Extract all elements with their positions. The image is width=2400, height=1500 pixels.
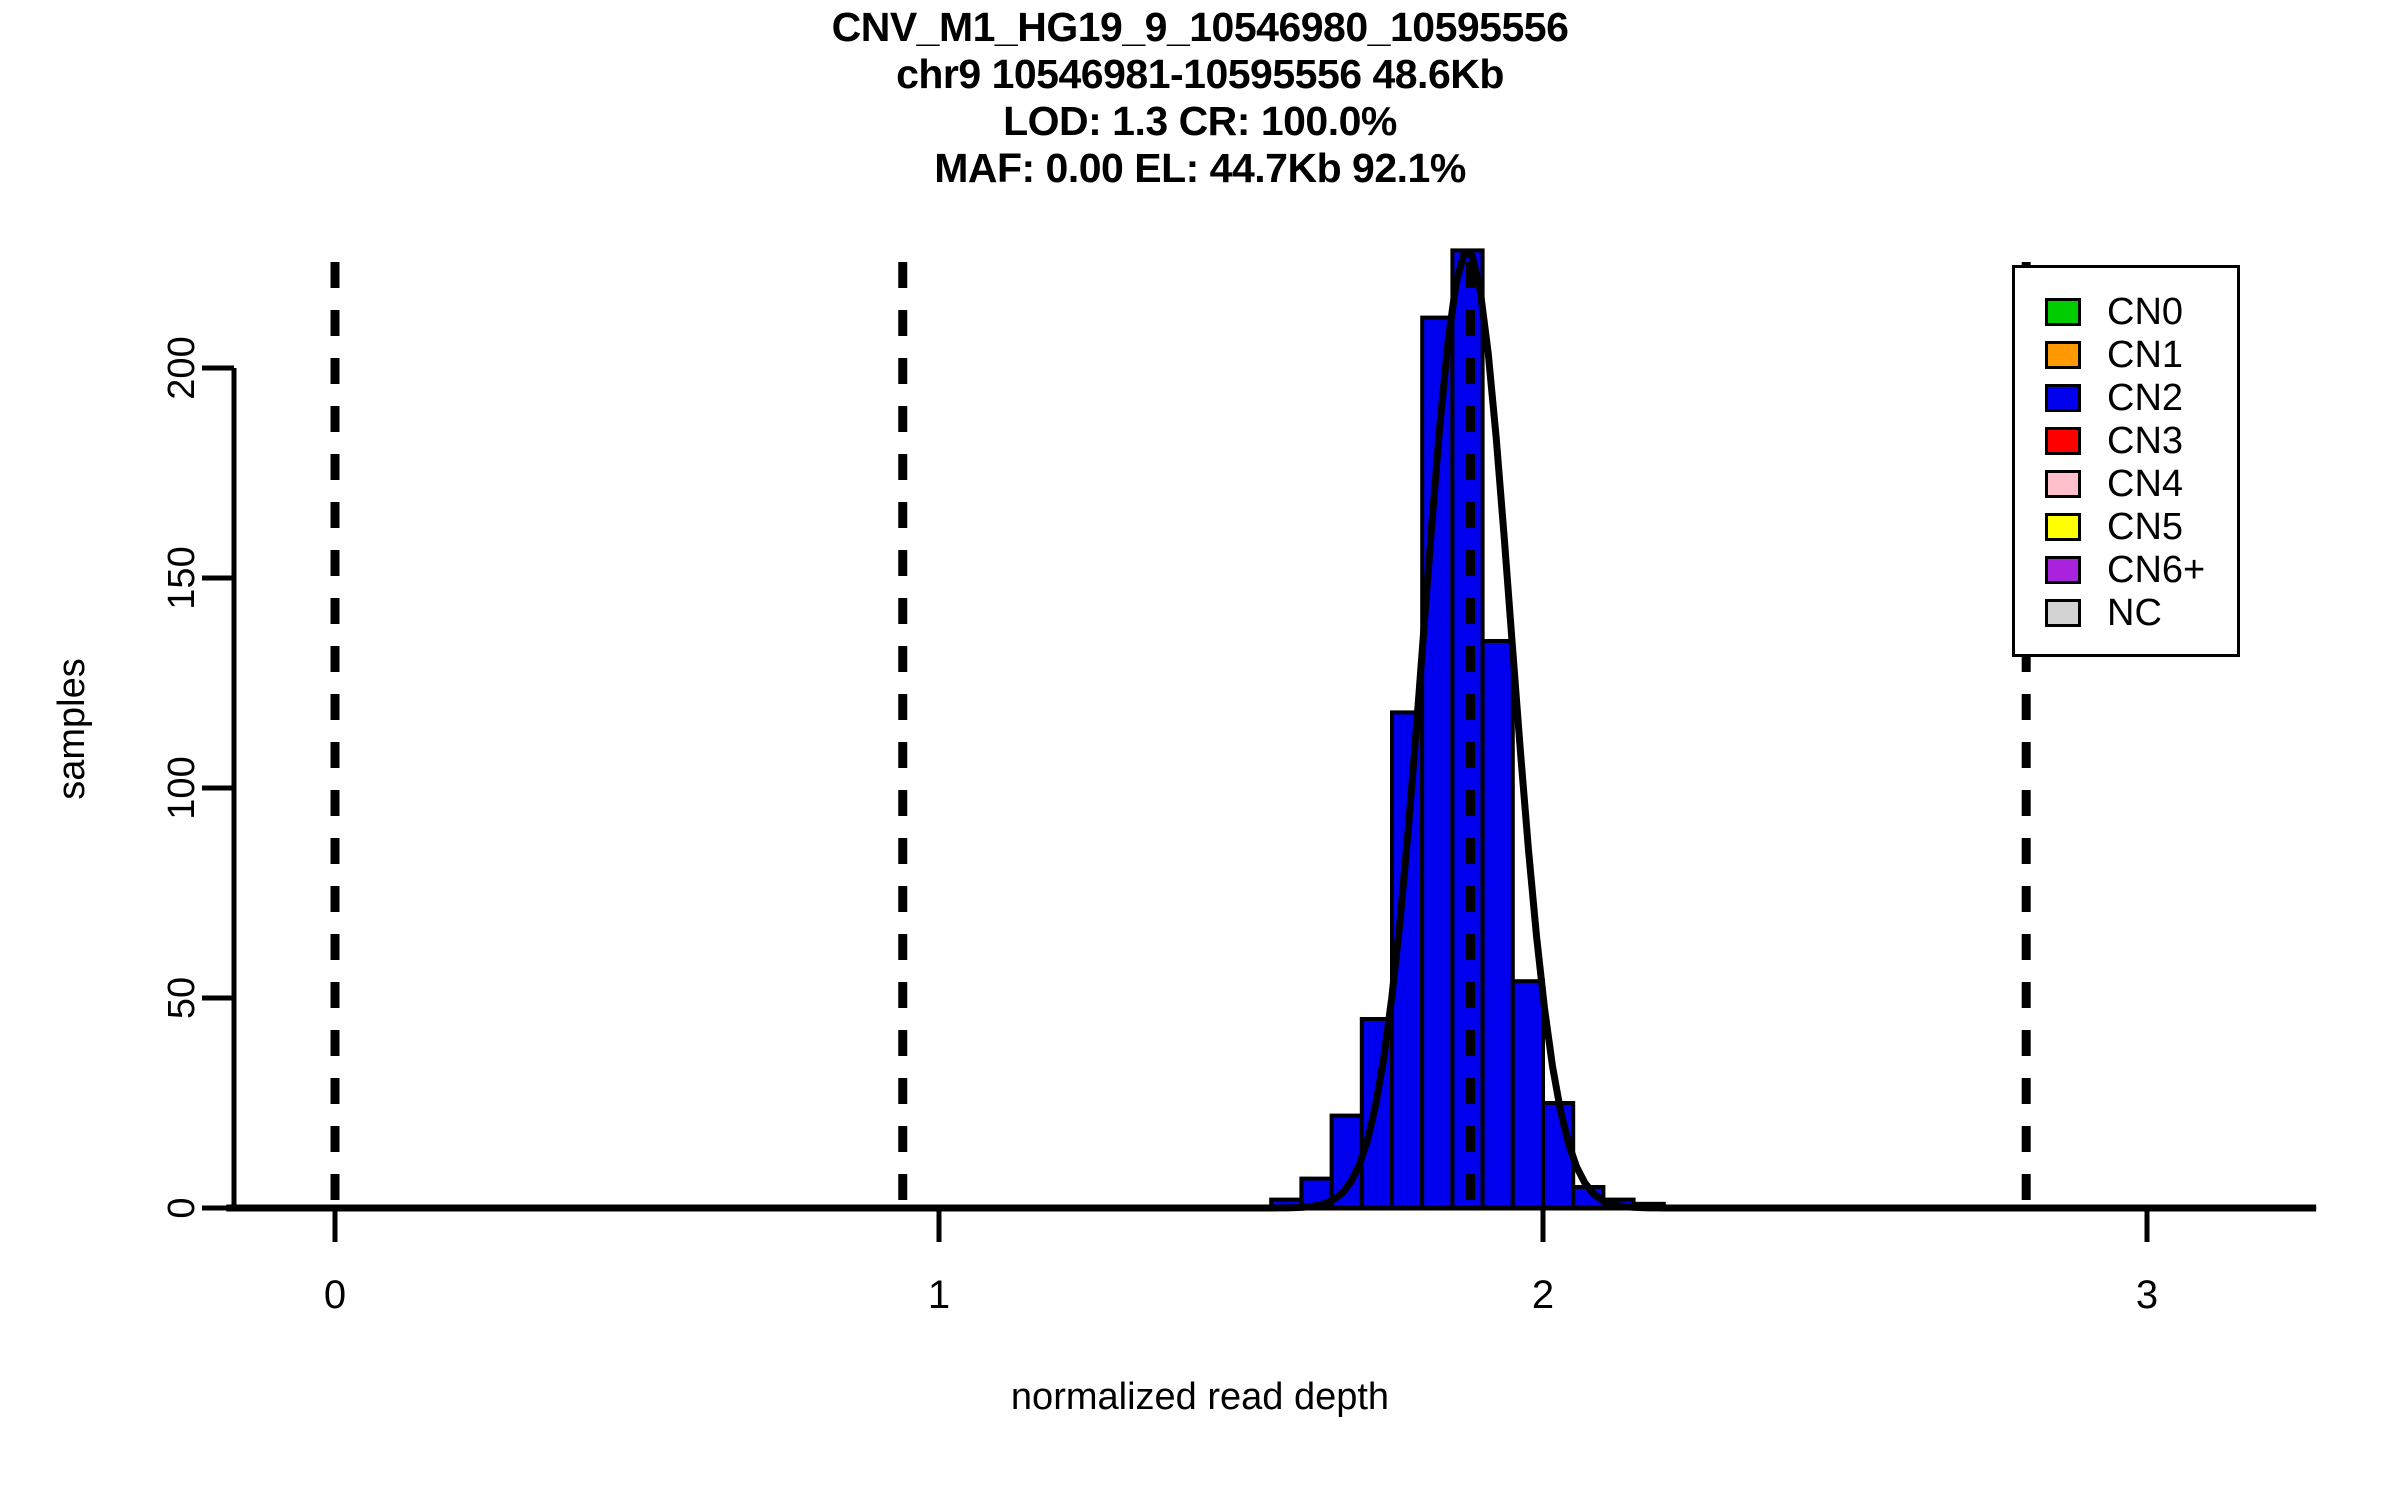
x-axis-tick-label: 0 xyxy=(324,1273,346,1317)
legend-swatch-cn3 xyxy=(2045,426,2081,455)
y-axis-tick-label: 0 xyxy=(161,1197,203,1218)
x-axis-tick-label: 1 xyxy=(928,1273,950,1317)
histogram-bar xyxy=(1450,248,1485,1210)
legend-label-cn0: CN0 xyxy=(2107,290,2184,333)
y-axis: 0 50 100 150 200 xyxy=(161,336,237,1219)
density-curve xyxy=(226,249,2317,1212)
legend-label-cn1: CN1 xyxy=(2107,333,2184,376)
page-title: CNV_M1_HG19_9_10546980_10595556 chr9 105… xyxy=(0,4,2400,192)
reference-lines xyxy=(330,262,2031,1208)
legend-item[interactable]: CN4 xyxy=(2015,462,2237,505)
legend-swatch-cn5 xyxy=(2045,512,2081,541)
histogram-bar xyxy=(1420,315,1455,1211)
histogram-bar xyxy=(1510,979,1546,1211)
legend-label-cn2: CN2 xyxy=(2107,376,2184,419)
legend-swatch-cn2 xyxy=(2045,383,2081,412)
legend-swatch-cn4 xyxy=(2045,469,2081,498)
legend-swatch-nc xyxy=(2045,598,2081,627)
legend-item[interactable]: CN3 xyxy=(2015,419,2237,462)
legend-label-cn4: CN4 xyxy=(2107,462,2184,505)
title-line-4: MAF: 0.00 EL: 44.7Kb 92.1% xyxy=(934,145,1466,191)
histogram-bar xyxy=(1480,639,1515,1210)
legend-label-cn5: CN5 xyxy=(2107,505,2184,548)
legend: CN0 CN1 CN2 CN3 CN4 CN5 CN6+ NC xyxy=(2012,265,2240,657)
title-line-1: CNV_M1_HG19_9_10546980_10595556 xyxy=(831,4,1569,50)
title-line-2: chr9 10546981-10595556 48.6Kb xyxy=(896,51,1504,97)
y-axis-tick-label: 50 xyxy=(161,977,203,1019)
legend-item[interactable]: CN0 xyxy=(2015,290,2237,333)
x-axis: 0 1 2 3 xyxy=(226,1205,2317,1317)
y-axis-tick-label: 100 xyxy=(161,756,203,819)
y-axis-tick-label: 200 xyxy=(161,336,203,399)
legend-swatch-cn1 xyxy=(2045,340,2081,369)
legend-label-cn6plus: CN6+ xyxy=(2107,548,2206,591)
legend-item[interactable]: NC xyxy=(2015,591,2237,634)
x-axis-title: normalized read depth xyxy=(1010,1376,1390,1418)
legend-label-nc: NC xyxy=(2107,591,2162,634)
histogram-bar xyxy=(1541,1101,1576,1210)
legend-swatch-cn0 xyxy=(2045,297,2081,326)
x-axis-tick-label: 2 xyxy=(1532,1273,1554,1317)
legend-item[interactable]: CN5 xyxy=(2015,505,2237,548)
legend-item[interactable]: CN6+ xyxy=(2015,548,2237,591)
legend-swatch-cn6plus xyxy=(2045,555,2081,584)
histogram-bars xyxy=(1269,248,1666,1211)
legend-label-cn3: CN3 xyxy=(2107,419,2184,462)
legend-item[interactable]: CN2 xyxy=(2015,376,2237,419)
title-line-3: LOD: 1.3 CR: 100.0% xyxy=(1003,98,1397,144)
y-axis-tick-label: 150 xyxy=(161,546,203,609)
legend-item[interactable]: CN1 xyxy=(2015,333,2237,376)
x-axis-tick-label: 3 xyxy=(2136,1273,2158,1317)
